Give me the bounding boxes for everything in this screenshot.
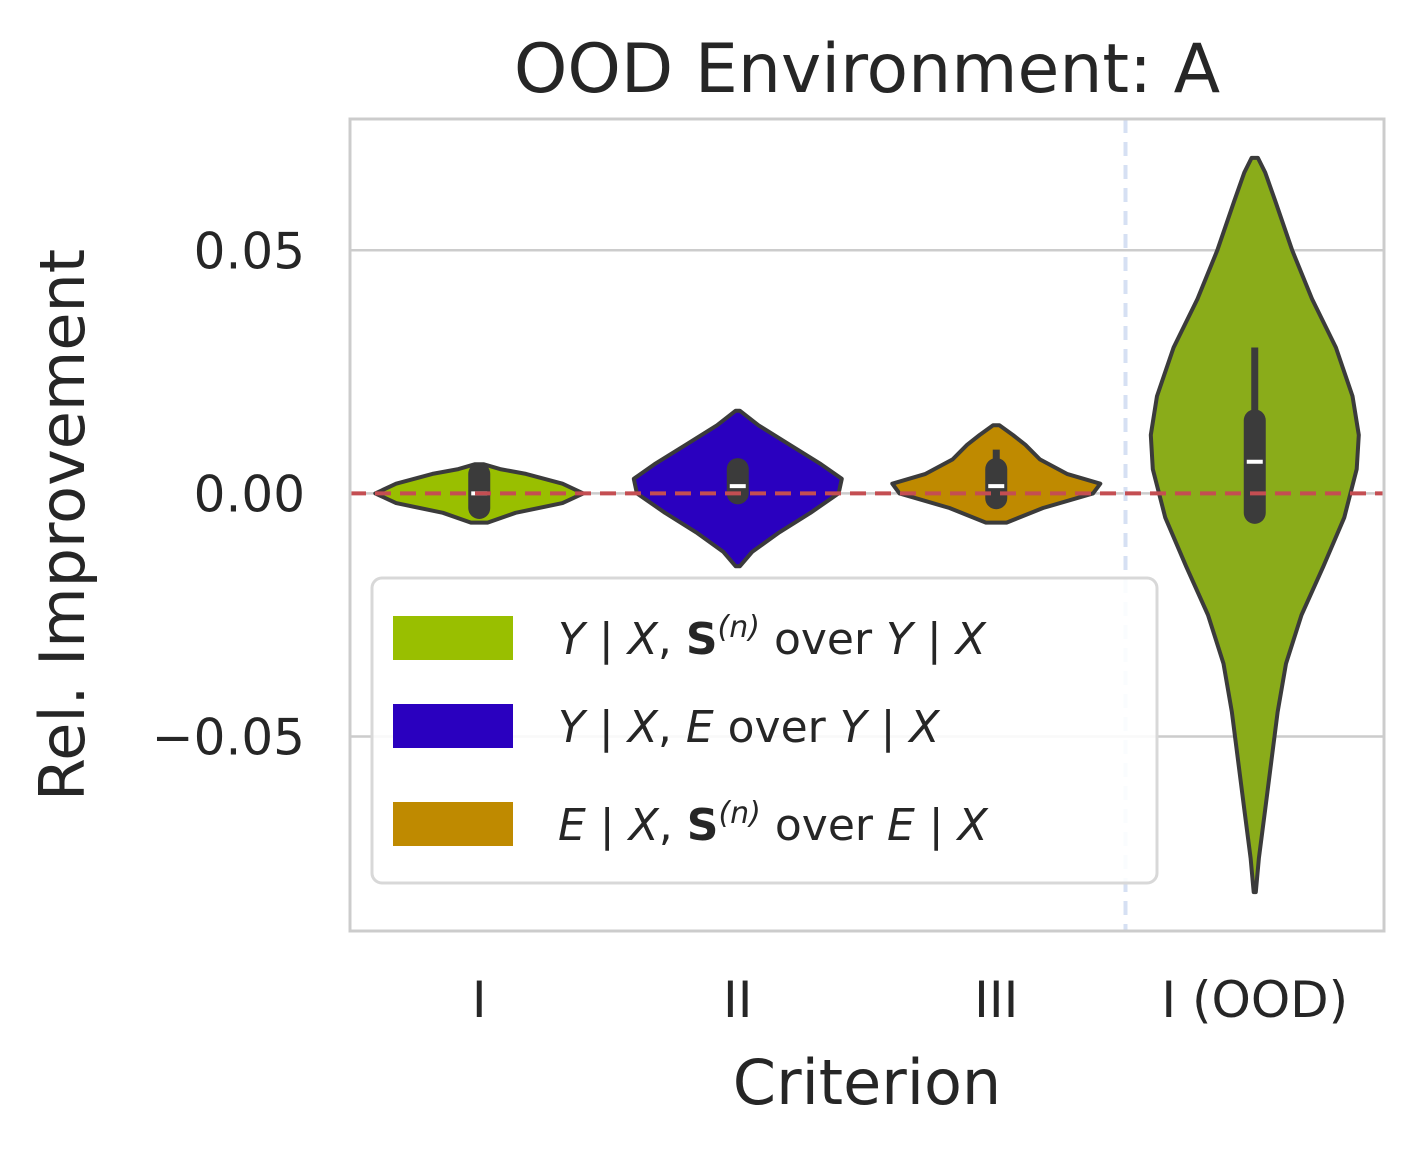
y-tick-label: −0.05: [152, 709, 305, 767]
legend-label: E | X, S(n) over E | X: [558, 796, 989, 852]
legend-swatch: [393, 802, 513, 846]
x-tick-label: I (OOD): [1161, 971, 1348, 1029]
x-tick-label: I: [472, 971, 487, 1029]
legend: Y | X, S(n) over Y | X Y | X, E over Y | …: [370, 576, 1159, 885]
x-tick-label: II: [723, 971, 753, 1029]
y-tick-labels: 0.05 0.00 −0.05: [152, 222, 305, 766]
y-tick-label: 0.00: [194, 465, 305, 523]
x-tick-label: III: [974, 971, 1018, 1029]
legend-label: Y | X, S(n) over Y | X: [558, 610, 987, 666]
violin-layer: [373, 155, 1361, 895]
legend-label: Y | X, E over Y | X: [558, 702, 940, 753]
y-tick-label: 0.05: [194, 222, 305, 280]
legend-swatch: [393, 704, 513, 748]
chart-title: OOD Environment: A: [514, 30, 1220, 109]
x-tick-labels: I II III I (OOD): [472, 971, 1348, 1029]
violin-body: [1148, 155, 1361, 895]
legend-box: [370, 576, 1159, 885]
y-axis-title: Rel. Improvement: [26, 249, 99, 801]
x-axis-title: Criterion: [733, 1046, 1001, 1119]
plot-frame: [348, 117, 1386, 933]
legend-swatch: [393, 616, 513, 660]
